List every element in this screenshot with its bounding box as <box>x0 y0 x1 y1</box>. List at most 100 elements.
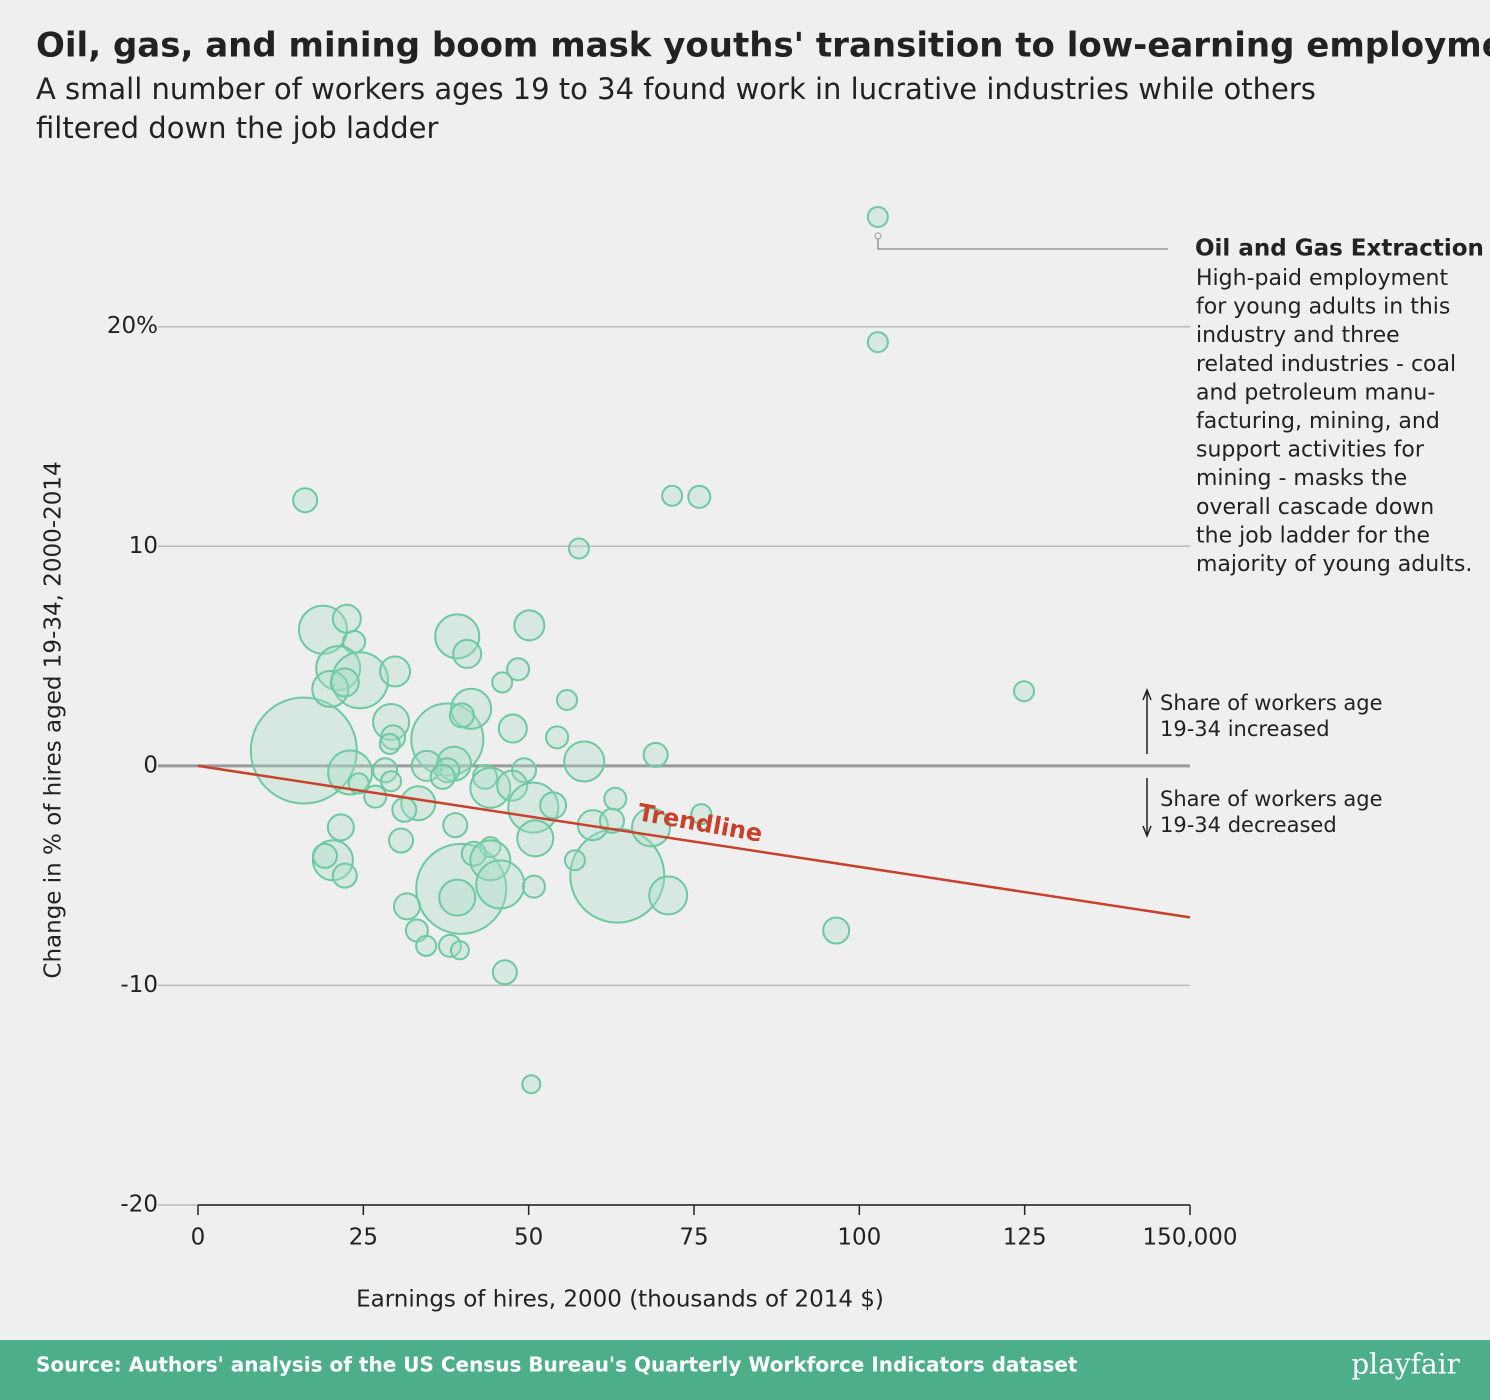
annotation-line: the job ladder for the <box>1196 523 1430 548</box>
bubble <box>391 796 418 823</box>
x-tick-label: 150,000 <box>1142 1225 1237 1251</box>
bubble <box>539 791 568 820</box>
bubble <box>372 757 399 784</box>
bubble <box>513 609 546 642</box>
leader-line <box>877 236 1168 250</box>
bubble <box>392 892 421 921</box>
bubble <box>438 878 477 917</box>
x-tick-label: 25 <box>349 1225 378 1251</box>
annotation-line: overall cascade down <box>1196 495 1434 520</box>
bubble <box>329 667 360 698</box>
bubble <box>327 749 374 796</box>
x-axis-label: Earnings of hires, 2000 (thousands of 20… <box>356 1287 884 1313</box>
bubble <box>363 784 388 809</box>
bubble <box>378 732 401 755</box>
bubble <box>603 786 628 811</box>
leader-dot <box>874 232 882 240</box>
bubble <box>379 655 412 688</box>
bubble <box>410 702 485 777</box>
note: Share of workers age <box>1160 787 1383 811</box>
note: 19-34 increased <box>1160 717 1330 741</box>
annotation-line: and petroleum manu- <box>1196 380 1435 405</box>
bubble <box>516 819 555 858</box>
bubble <box>315 645 362 692</box>
bubble <box>497 713 528 744</box>
brand: playfair <box>1351 1348 1460 1381</box>
bubble <box>311 670 350 709</box>
bubble <box>687 484 712 509</box>
bubble <box>380 770 403 793</box>
bubble <box>326 813 355 842</box>
bubble <box>460 840 487 867</box>
bubble <box>331 603 362 634</box>
bubble <box>556 689 579 711</box>
footer <box>0 1340 1490 1400</box>
x-tick-label: 50 <box>514 1225 543 1251</box>
annotation-title: Oil and Gas Extraction <box>1195 236 1484 262</box>
annotation-text: High-paid employment for young adults in … <box>1196 266 1472 577</box>
x-tick-label: 125 <box>1003 1225 1047 1251</box>
bubble <box>545 725 570 750</box>
y-tick-label: -10 <box>120 972 158 998</box>
bubble <box>521 874 546 899</box>
bubble <box>496 769 529 802</box>
bubble <box>521 1074 542 1095</box>
annotation-line: facturing, mining, and <box>1196 409 1440 434</box>
bubble <box>491 671 514 694</box>
bubble <box>434 613 481 660</box>
up-arrow <box>1142 687 1152 754</box>
note: 19-34 decreased <box>1160 813 1337 837</box>
x-tick-label: 75 <box>679 1225 708 1251</box>
y-tick-label: -20 <box>120 1192 158 1218</box>
x-tick-label: 0 <box>191 1225 206 1251</box>
y-tick-label: 20% <box>107 313 158 339</box>
trendline <box>197 764 1191 919</box>
x-tick-label: 100 <box>837 1225 881 1251</box>
annotation-line: related industries - coal <box>1196 352 1456 377</box>
bubble <box>331 862 358 889</box>
note: Share of workers age <box>1160 691 1383 715</box>
bubble <box>1013 680 1036 703</box>
bubble <box>661 484 684 507</box>
bubble <box>866 331 889 354</box>
source: Source: Authors' analysis of the US Cens… <box>36 1353 1078 1377</box>
annotation-line: for young adults in this <box>1196 295 1450 320</box>
bubble <box>297 604 348 655</box>
y-tick-label: 0 <box>143 752 158 778</box>
bubble <box>506 657 531 682</box>
chart-title: Oil, gas, and mining boom mask youths' t… <box>36 26 1490 66</box>
bubble <box>598 807 625 834</box>
chart-subtitle: A small number of workers ages 19 to 34 … <box>36 72 1316 106</box>
bubble <box>415 934 438 957</box>
bubble <box>563 849 586 872</box>
annotation-line: majority of young adults. <box>1196 552 1472 577</box>
bubble <box>442 812 469 839</box>
down-arrow <box>1142 778 1152 839</box>
annotation-line: High-paid employment <box>1196 266 1448 291</box>
annotation-line: industry and three <box>1196 323 1400 348</box>
bubble <box>311 842 338 869</box>
bubble <box>292 487 319 514</box>
bubble <box>822 916 851 945</box>
bubble <box>563 740 606 783</box>
bubble <box>567 537 590 560</box>
bubble <box>866 205 889 228</box>
bubble <box>491 959 518 986</box>
bubble <box>648 875 689 916</box>
bubble <box>429 763 456 790</box>
chart-subtitle: filtered down the job ladder <box>36 111 438 145</box>
y-tick-label: 10 <box>129 533 158 559</box>
bubble <box>388 827 415 854</box>
bubble <box>690 803 713 826</box>
bubble <box>449 940 470 961</box>
bubble <box>452 638 483 669</box>
bubble <box>475 859 526 910</box>
bubble <box>331 651 390 710</box>
bubble <box>642 741 669 768</box>
annotation-line: mining - masks the <box>1196 466 1407 491</box>
bubble <box>448 702 475 729</box>
